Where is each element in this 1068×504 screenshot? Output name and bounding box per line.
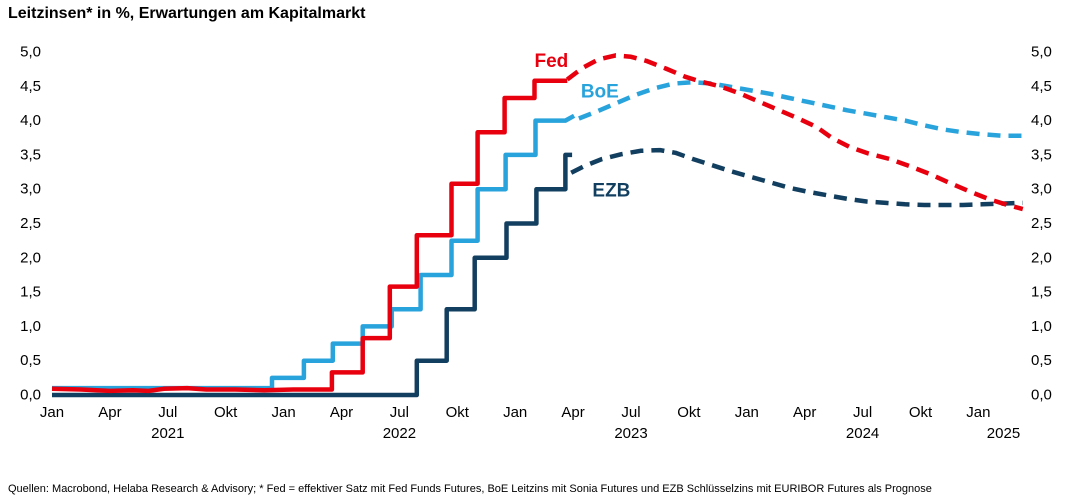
y-tick-left-1,5: 1,5 (20, 284, 41, 301)
y-tick-right-4,5: 4,5 (1031, 78, 1052, 95)
x-tick-Apr-m27: Apr (561, 404, 584, 421)
y-tick-left-0,0: 0,0 (20, 387, 41, 404)
x-tick-Jan-m12: Jan (272, 404, 296, 421)
x-tick-Jul-m30: Jul (621, 404, 640, 421)
y-tick-left-3,0: 3,0 (20, 181, 41, 198)
x-tick-Apr-m39: Apr (793, 404, 816, 421)
year-label-2024: 2024 (846, 425, 879, 442)
x-tick-Jul-m6: Jul (158, 404, 177, 421)
y-tick-left-3,5: 3,5 (20, 146, 41, 163)
x-tick-Jul-m18: Jul (390, 404, 409, 421)
y-tick-right-1,0: 1,0 (1031, 318, 1052, 335)
x-tick-Jan-m0: Jan (40, 404, 64, 421)
y-tick-right-2,0: 2,0 (1031, 249, 1052, 266)
chart-svg: 0,0 0,0 0,5 0,5 1,0 1,0 1,5 1,5 2,0 2,0 2,5 2,5 3,0 3… (20, 44, 1052, 443)
y-tick-right-1,5: 1,5 (1031, 284, 1052, 301)
chart-title: Leitzinsen* in %, Erwartungen am Kapital… (8, 5, 366, 22)
y-tick-right-3,5: 3,5 (1031, 146, 1052, 163)
x-tick-Okt-m33: Okt (677, 404, 701, 421)
boe-dashed-line (578, 79, 1023, 138)
source-note: Quellen: Macrobond, Helaba Research & Ad… (8, 483, 932, 495)
y-tick-right-0,0: 0,0 (1031, 387, 1052, 404)
year-label-2025: 2025 (987, 425, 1020, 442)
y-tick-left-0,5: 0,5 (20, 352, 41, 369)
ezb-dashed-line (570, 147, 1023, 208)
year-label-2023: 2023 (614, 425, 647, 442)
boe-solid-line (52, 113, 576, 391)
boe-label: BoE (581, 81, 619, 102)
y-tick-left-5,0: 5,0 (20, 44, 41, 61)
year-label-2022: 2022 (383, 425, 416, 442)
x-tick-Jul-m42: Jul (853, 404, 872, 421)
y-tick-right-5,0: 5,0 (1031, 44, 1052, 61)
x-tick-Apr-m15: Apr (330, 404, 353, 421)
x-tick-Okt-m21: Okt (446, 404, 470, 421)
x-tick-Okt-m9: Okt (214, 404, 238, 421)
y-tick-right-2,5: 2,5 (1031, 215, 1052, 232)
fed-label: Fed (535, 51, 569, 72)
y-tick-left-2,5: 2,5 (20, 215, 41, 232)
x-tick-Jan-m36: Jan (735, 404, 759, 421)
x-tick-Jan-m24: Jan (503, 404, 527, 421)
x-tick-Apr-m3: Apr (98, 404, 121, 421)
y-tick-left-4,5: 4,5 (20, 78, 41, 95)
x-tick-Okt-m45: Okt (909, 404, 933, 421)
fed-solid-line (51, 78, 568, 394)
ezb-label: EZB (592, 181, 630, 202)
ezb-solid-line (52, 152, 573, 398)
fed-dashed-line (565, 53, 1024, 212)
y-tick-left-4,0: 4,0 (20, 112, 41, 129)
y-tick-left-1,0: 1,0 (20, 318, 41, 335)
year-label-2021: 2021 (151, 425, 184, 442)
y-tick-left-2,0: 2,0 (20, 249, 41, 266)
y-tick-right-3,0: 3,0 (1031, 181, 1052, 198)
x-tick-Jan-m48: Jan (966, 404, 990, 421)
y-tick-right-4,0: 4,0 (1031, 112, 1052, 129)
y-tick-right-0,5: 0,5 (1031, 352, 1052, 369)
